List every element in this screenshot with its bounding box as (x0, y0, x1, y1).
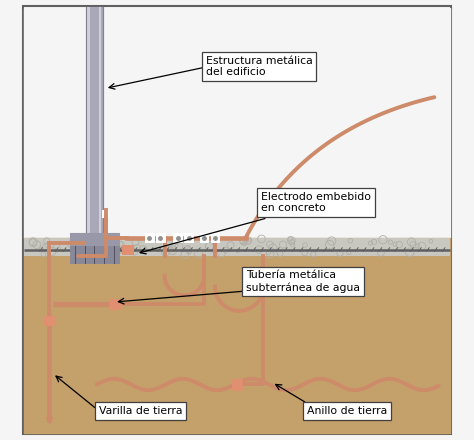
Bar (102, 210, 108, 217)
Bar (70, 246, 118, 263)
Bar (232, 379, 242, 390)
Bar (184, 233, 193, 242)
Bar (210, 233, 219, 242)
Bar (24, 238, 450, 433)
Bar (145, 233, 154, 242)
Bar (24, 238, 450, 256)
Bar (156, 233, 164, 242)
Bar (24, 8, 450, 238)
Text: Anillo de tierra: Anillo de tierra (307, 406, 387, 416)
Bar (122, 245, 133, 254)
Bar (200, 233, 209, 242)
Bar (86, 7, 103, 238)
Text: Estructura metálica
del edificio: Estructura metálica del edificio (206, 56, 312, 77)
Text: Electrodo embebido
en concreto: Electrodo embebido en concreto (261, 192, 371, 213)
Bar (109, 299, 121, 309)
Bar (87, 7, 90, 238)
Bar (44, 316, 55, 325)
Text: Tubería metálica
subterránea de agua: Tubería metálica subterránea de agua (246, 270, 360, 293)
Text: Varilla de tierra: Varilla de tierra (99, 406, 182, 416)
Bar (99, 7, 101, 238)
Bar (173, 233, 182, 242)
Bar (70, 233, 118, 247)
